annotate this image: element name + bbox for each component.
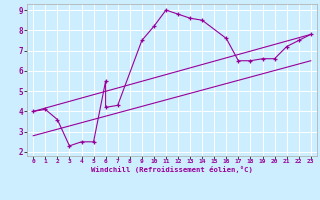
X-axis label: Windchill (Refroidissement éolien,°C): Windchill (Refroidissement éolien,°C) [91,166,253,173]
